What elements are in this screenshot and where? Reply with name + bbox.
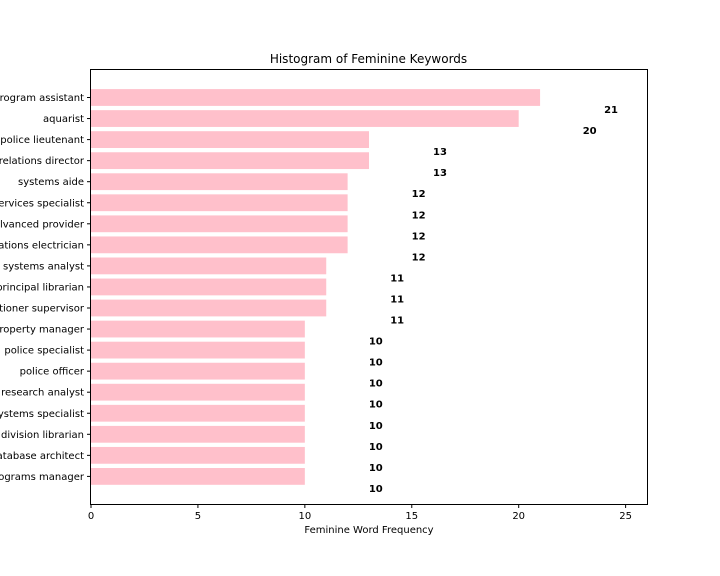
data-label: 12 — [412, 231, 426, 242]
bar — [91, 131, 369, 148]
data-label: 10 — [369, 484, 383, 495]
chart-title: Histogram of Feminine Keywords — [270, 52, 467, 66]
y-tick-label: relations director — [0, 156, 85, 167]
data-label: 21 — [604, 105, 618, 116]
y-tick-label: police officer — [20, 367, 85, 378]
x-ticks: 0 5 10 15 20 25 — [88, 504, 632, 522]
y-tick-label: research analyst — [1, 388, 84, 399]
data-label: 20 — [583, 126, 597, 137]
y-tick-label: atabase architect — [0, 451, 84, 462]
y-tick-label: police lieutenant — [0, 135, 84, 146]
bar — [91, 152, 369, 170]
bar — [91, 383, 305, 401]
x-tick-label: 15 — [405, 511, 418, 522]
plot-frame — [90, 69, 648, 505]
y-tick-label: police specialist — [4, 346, 84, 357]
bar — [91, 320, 305, 338]
y-tick-label: ystems specialist — [0, 409, 84, 420]
bar — [91, 194, 348, 212]
bar — [91, 89, 541, 106]
bar — [91, 446, 305, 464]
x-axis-label: Feminine Word Frequency — [304, 525, 433, 536]
x-tick-label: 20 — [512, 511, 525, 522]
data-label: 11 — [390, 294, 404, 305]
bar — [91, 173, 348, 191]
bar — [91, 215, 348, 233]
y-tick-label: division librarian — [1, 430, 84, 441]
bars-group — [91, 89, 541, 485]
data-label: 12 — [412, 189, 426, 200]
bar — [91, 341, 305, 359]
data-label: 10 — [369, 421, 383, 432]
y-tick-label: roperty manager — [0, 325, 85, 336]
data-label: 12 — [412, 210, 426, 221]
y-tick-label: systems analyst — [3, 261, 84, 272]
data-label: 10 — [369, 463, 383, 474]
bar — [91, 236, 348, 254]
data-label: 11 — [390, 316, 404, 327]
y-tick-label: tioner supervisor — [0, 304, 85, 315]
y-tick-label: lvanced provider — [0, 219, 85, 230]
x-tick-label: 5 — [195, 511, 201, 522]
data-label: 13 — [433, 147, 447, 158]
data-label: 13 — [433, 168, 447, 179]
bar — [91, 257, 327, 275]
y-tick-label: rogram assistant — [0, 93, 84, 104]
bar — [91, 468, 305, 485]
data-labels: 21 20 13 13 12 12 12 12 11 11 11 10 10 10 10 10 10 10 10 — [369, 105, 618, 495]
data-label: 12 — [412, 252, 426, 263]
x-tick-label: 25 — [619, 511, 632, 522]
x-tick-label: 0 — [88, 511, 94, 522]
bar — [91, 278, 327, 296]
y-tick-labels: rogram assistant aquarist police lieutenan… — [0, 93, 91, 483]
data-label: 10 — [369, 358, 383, 369]
y-tick-label: ations electrician — [0, 240, 84, 251]
x-tick-label: 10 — [298, 511, 311, 522]
bar — [91, 110, 519, 127]
data-label: 10 — [369, 337, 383, 348]
y-tick-label: systems aide — [18, 177, 84, 188]
bar — [91, 404, 305, 422]
bar — [91, 299, 327, 317]
data-label: 10 — [369, 400, 383, 411]
y-tick-label: ograms manager — [0, 472, 85, 483]
y-tick-label: aquarist — [43, 114, 84, 125]
data-label: 10 — [369, 442, 383, 453]
y-tick-label: principal librarian — [0, 282, 84, 293]
y-tick-label: ervices specialist — [0, 198, 84, 209]
bar — [91, 362, 305, 380]
bar — [91, 425, 305, 443]
data-label: 11 — [390, 273, 404, 284]
data-label: 10 — [369, 379, 383, 390]
